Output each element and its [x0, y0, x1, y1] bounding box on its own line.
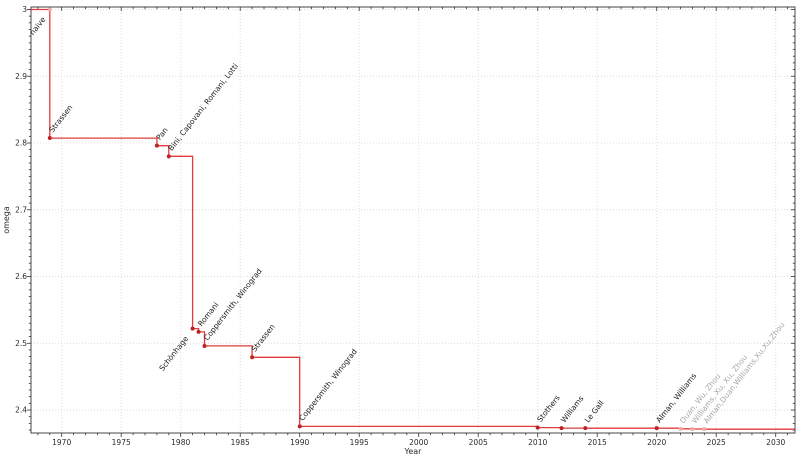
- x-tick-label: 2005: [469, 438, 488, 447]
- x-tick-label: 2015: [588, 438, 607, 447]
- data-point-marker: [202, 343, 207, 348]
- y-axis-title: omega: [2, 206, 11, 234]
- x-axis-title: Year: [404, 447, 423, 456]
- data-point-label: Coppersmith, Winograd: [297, 347, 359, 423]
- tick-labels: 1970 1975 1980 1985 1990 1995 2000 2005 2010 2015…: [15, 5, 785, 447]
- x-tick-label: 2000: [409, 438, 428, 447]
- x-tick-label: 2020: [647, 438, 666, 447]
- x-tick-label: 2030: [766, 438, 785, 447]
- data-point-marker: [690, 427, 695, 432]
- data-point-label: Strassen: [47, 103, 74, 134]
- y-tick-label: 2.6: [15, 272, 27, 281]
- y-tick-label: 2.4: [15, 406, 27, 415]
- data-point-label: Schönhage: [157, 334, 190, 373]
- data-point-marker: [190, 326, 195, 331]
- data-point-marker: [678, 426, 683, 431]
- y-tick-label: 2.7: [15, 205, 27, 214]
- data-point-marker: [583, 426, 588, 431]
- data-point-marker: [47, 136, 52, 141]
- data-point-marker: [297, 424, 302, 429]
- data-point-label: Strassen: [250, 322, 277, 353]
- data-point-label: Williams: [559, 394, 585, 424]
- data-point-marker: [166, 154, 171, 159]
- grid-lines: [31, 7, 795, 433]
- step-line: [31, 8, 795, 430]
- data-point-marker: [250, 355, 255, 360]
- x-tick-label: 1995: [350, 438, 369, 447]
- data-point-marker: [702, 427, 707, 432]
- y-tick-label: 2.8: [15, 139, 27, 148]
- plot-border: [30, 6, 796, 434]
- y-tick-label: 3: [22, 5, 27, 14]
- data-point-marker: [47, 7, 52, 12]
- data-point-marker: [154, 143, 159, 148]
- x-tick-label: 1980: [171, 438, 190, 447]
- data-point-marker: [196, 329, 201, 334]
- data-point-label: Bini, Capovani, Romani, Lotti: [166, 62, 240, 153]
- x-tick-label: 1990: [290, 438, 309, 447]
- axis-ticks: [27, 7, 795, 437]
- data-point-markers: [47, 7, 707, 432]
- data-point-label: Pan: [154, 125, 170, 141]
- y-tick-label: 2.5: [15, 339, 27, 348]
- x-tick-label: 1975: [112, 438, 131, 447]
- data-point-label: Williams, Xu, Xu, Zhou: [690, 353, 749, 425]
- data-point-label: Stothers: [535, 393, 562, 424]
- x-tick-label: 1970: [52, 438, 71, 447]
- data-point-label: Le Gall: [583, 399, 606, 425]
- data-point-marker: [559, 426, 564, 431]
- data-point-marker: [654, 426, 659, 431]
- x-tick-label: 2025: [707, 438, 726, 447]
- x-tick-label: 2010: [528, 438, 547, 447]
- y-tick-label: 2.9: [15, 72, 27, 81]
- data-point-marker: [535, 425, 540, 430]
- x-tick-label: 1985: [231, 438, 250, 447]
